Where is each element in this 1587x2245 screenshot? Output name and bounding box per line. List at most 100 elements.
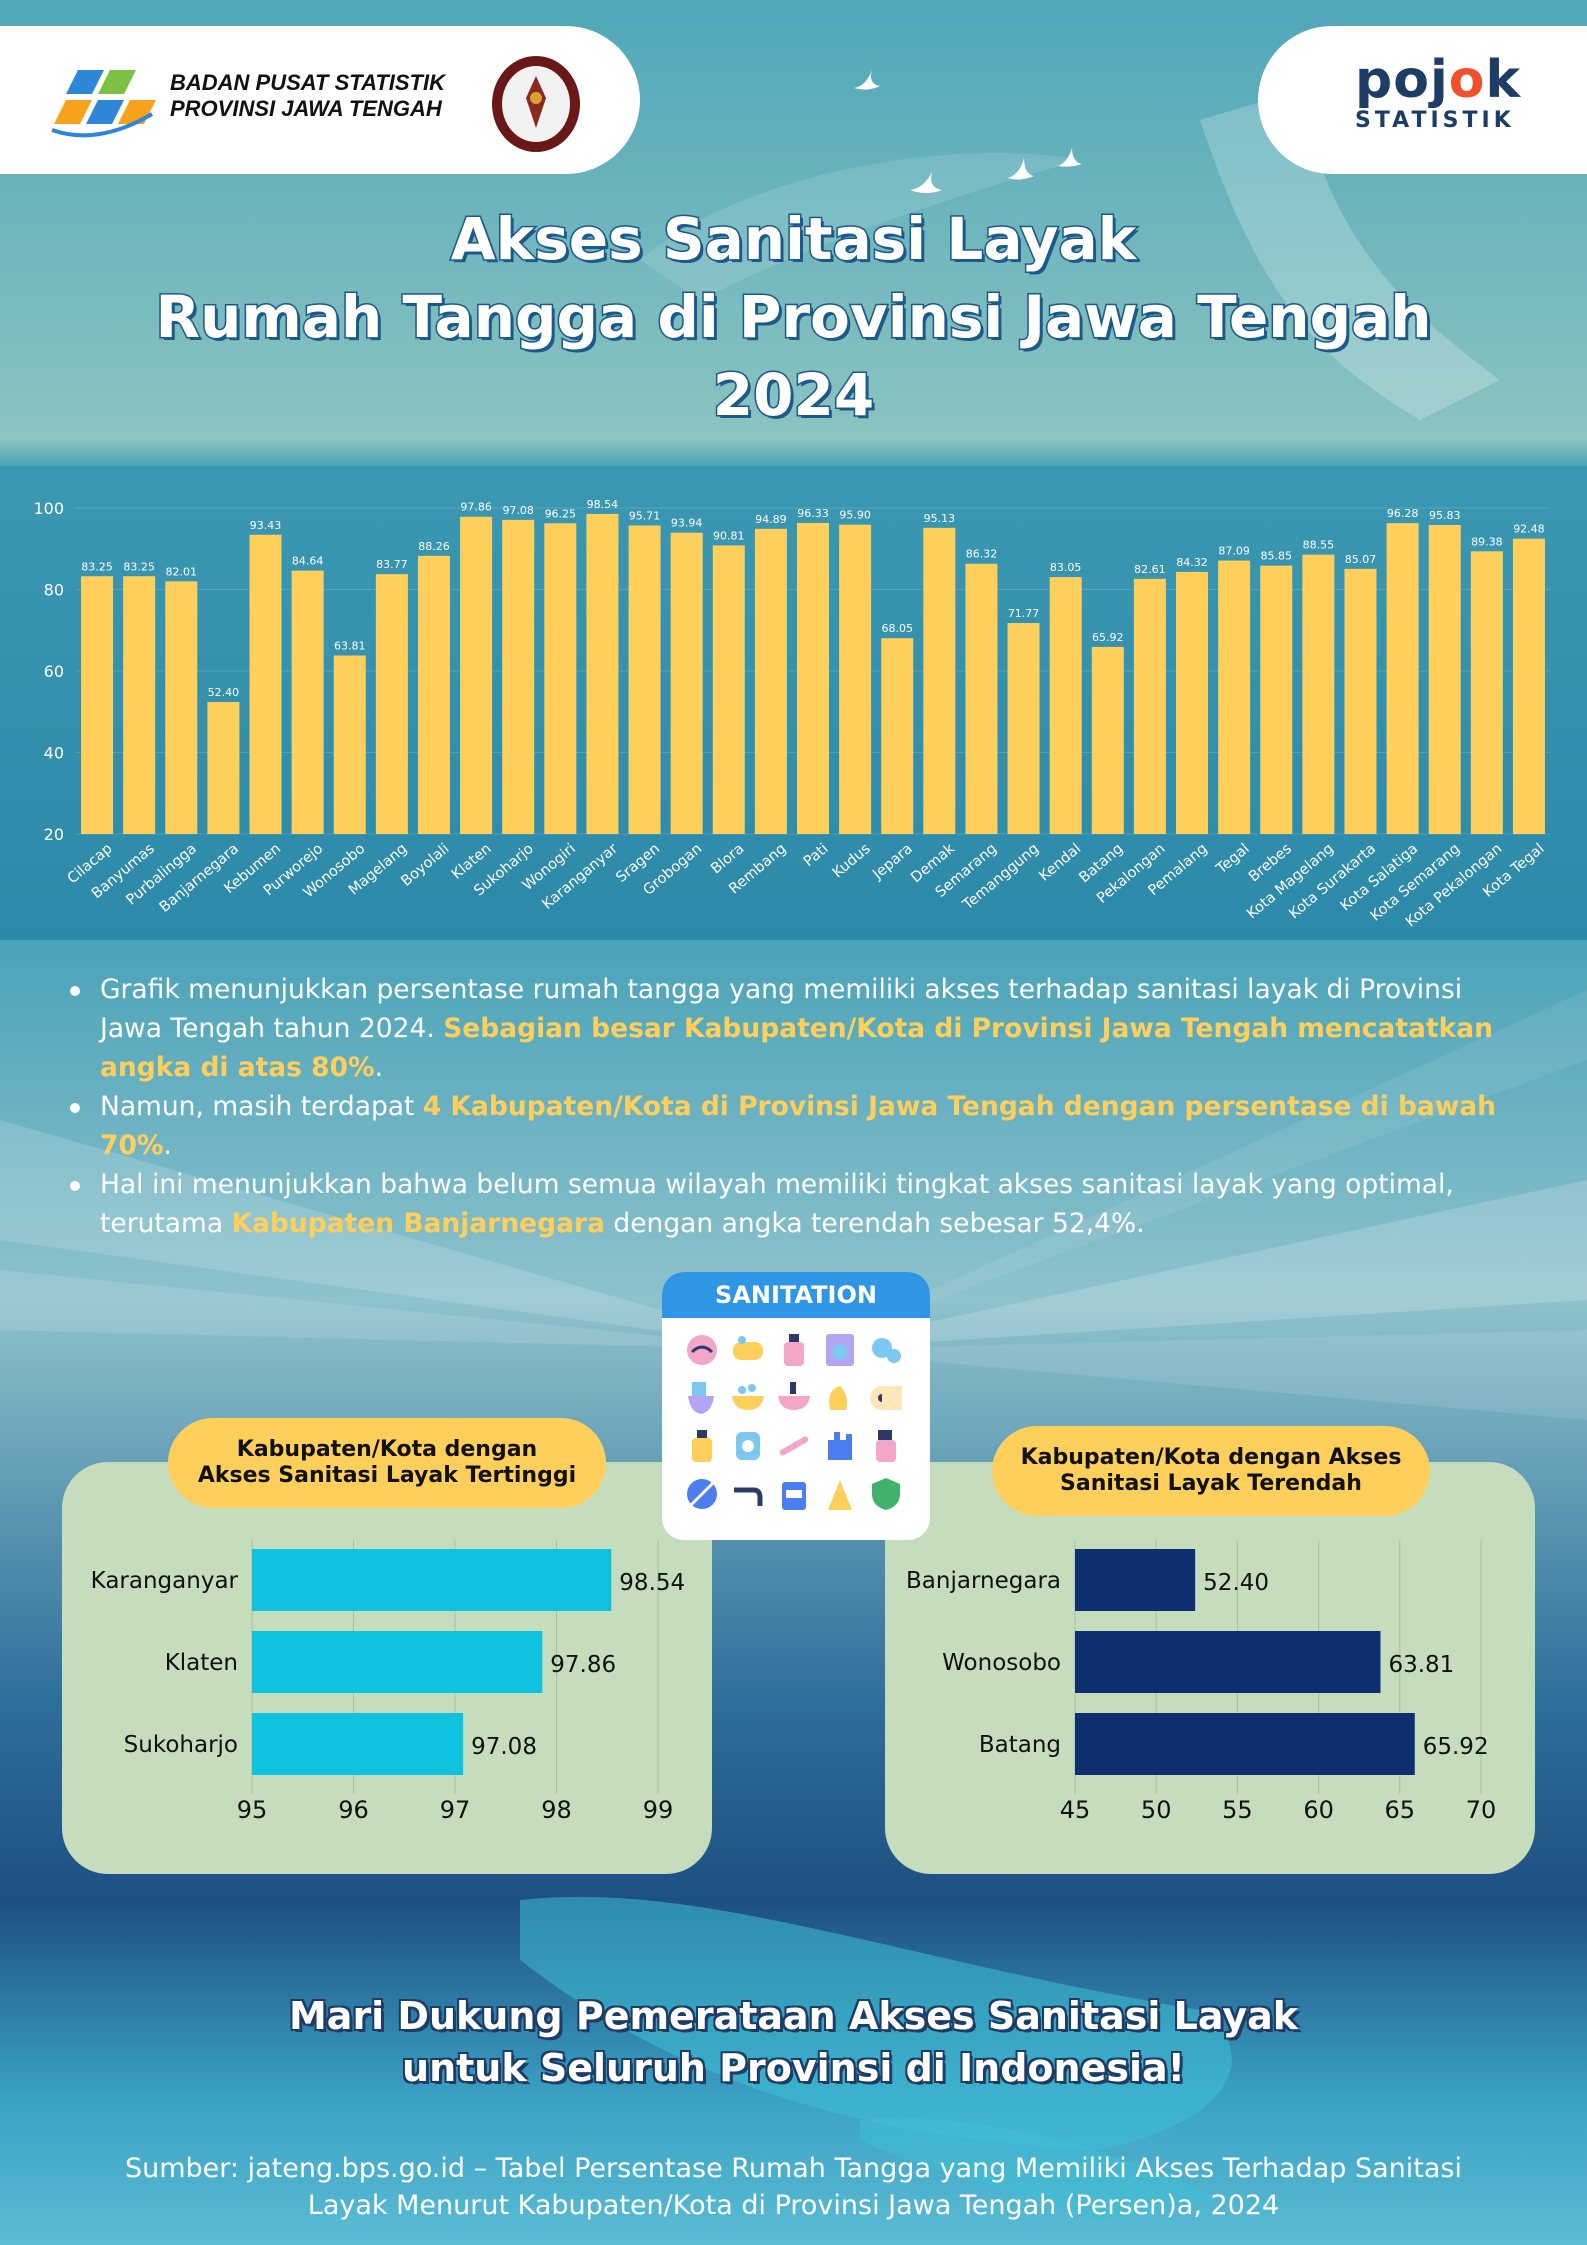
data-label: 95.90 bbox=[839, 509, 871, 522]
top-districts-pill: Kabupaten/Kota dengan Akses Sanitasi Lay… bbox=[168, 1418, 606, 1508]
data-label: 93.43 bbox=[250, 519, 282, 532]
lotion-bottle-icon bbox=[692, 1430, 712, 1462]
header-right-banner bbox=[1258, 26, 1587, 174]
y-tick-label: 20 bbox=[44, 825, 64, 844]
main-bar-chart: 2040608010083.25Cilacap83.25Banyumas82.0… bbox=[33, 498, 1550, 930]
bottom-pill-line1: Kabupaten/Kota dengan Akses bbox=[1020, 1445, 1402, 1470]
data-label: 86.32 bbox=[966, 548, 998, 561]
data-label: 89.38 bbox=[1471, 535, 1503, 548]
page-title: Akses Sanitasi Layak Rumah Tangga di Pro… bbox=[0, 200, 1587, 434]
bps-org-name: BADAN PUSAT STATISTIK PROVINSI JAWA TENG… bbox=[170, 70, 445, 122]
data-label: 83.77 bbox=[376, 558, 408, 571]
x-tick-label: Jepara bbox=[869, 841, 915, 884]
category-label: Batang bbox=[979, 1732, 1061, 1758]
bullet-2-tail: . bbox=[163, 1130, 172, 1161]
bullet-3: Hal ini menunjukkan bahwa belum semua wi… bbox=[70, 1165, 1530, 1243]
bar bbox=[881, 638, 914, 834]
x-tick-label: Kendal bbox=[1036, 841, 1084, 885]
sanitation-card: SANITATION bbox=[662, 1272, 930, 1540]
top-districts-chart: 95 96 97 98 99 Karanganyar 98.54 Klaten 97.86 Suk… bbox=[91, 1540, 685, 1824]
x-tick-label: 70 bbox=[1466, 1796, 1497, 1824]
toilet-paper-icon bbox=[870, 1386, 902, 1410]
bps-org-line2: PROVINSI JAWA TENGAH bbox=[170, 96, 442, 121]
category-label: Wonosobo bbox=[942, 1650, 1061, 1676]
x-tick-label: Karanganyar bbox=[540, 841, 621, 913]
bar bbox=[544, 523, 577, 834]
data-label: 93.94 bbox=[671, 517, 703, 530]
bar bbox=[1091, 646, 1124, 834]
bar bbox=[1512, 538, 1545, 834]
data-label: 88.55 bbox=[1303, 539, 1335, 552]
data-label: 97.08 bbox=[502, 504, 534, 517]
data-label: 97.08 bbox=[471, 1734, 537, 1760]
gloves-icon bbox=[828, 1432, 852, 1460]
bar bbox=[249, 534, 282, 834]
bullet-2-text: Namun, masih terdapat bbox=[100, 1091, 423, 1122]
y-tick-label: 100 bbox=[33, 499, 64, 518]
bar bbox=[1386, 523, 1419, 834]
bar bbox=[1428, 524, 1461, 834]
x-tick-label: 97 bbox=[440, 1796, 471, 1824]
bar bbox=[81, 576, 114, 834]
x-tick-label: 55 bbox=[1222, 1796, 1253, 1824]
bottom-pill-line2: Sanitasi Layak Terendah bbox=[1060, 1471, 1362, 1496]
source-note: Sumber: jateng.bps.go.id – Tabel Persent… bbox=[60, 2150, 1527, 2224]
data-label: 65.92 bbox=[1423, 1734, 1489, 1760]
bar bbox=[333, 655, 366, 834]
data-label: 83.25 bbox=[123, 560, 155, 573]
bar bbox=[1133, 578, 1166, 834]
cta-line2: untuk Seluruh Provinsi di Indonesia! bbox=[402, 2046, 1185, 2090]
bar bbox=[670, 532, 703, 834]
bar bbox=[375, 574, 408, 834]
toilet-icon bbox=[688, 1382, 714, 1414]
shield-icon bbox=[872, 1478, 900, 1510]
source-line1: Sumber: jateng.bps.go.id – Tabel Persent… bbox=[124, 2153, 1462, 2184]
data-label: 52.40 bbox=[208, 686, 240, 699]
bar bbox=[165, 581, 198, 834]
bird-icons bbox=[854, 70, 1082, 193]
data-label: 82.61 bbox=[1134, 563, 1166, 576]
data-label: 63.81 bbox=[1388, 1652, 1454, 1678]
bullet-2-highlight: 4 Kabupaten/Kota di Provinsi Jawa Tengah… bbox=[100, 1091, 1497, 1161]
sink-icon bbox=[778, 1382, 810, 1410]
category-label: Banjarnegara bbox=[906, 1568, 1061, 1594]
top-pill-line1: Kabupaten/Kota dengan bbox=[236, 1437, 538, 1462]
data-label: 96.28 bbox=[1387, 507, 1419, 520]
data-label: 88.26 bbox=[418, 540, 450, 553]
data-label: 98.54 bbox=[619, 1570, 685, 1596]
bar bbox=[628, 525, 661, 834]
title-line2: Rumah Tangga di Provinsi Jawa Tengah bbox=[154, 282, 1433, 353]
bullet-3-highlight: Kabupaten Banjarnegara bbox=[231, 1208, 605, 1239]
bar bbox=[796, 522, 830, 834]
sanitation-icons-grid bbox=[687, 1334, 902, 1510]
data-label: 94.89 bbox=[755, 513, 787, 526]
bar bbox=[586, 513, 619, 834]
data-label: 83.05 bbox=[1050, 561, 1082, 574]
bar bbox=[923, 527, 956, 834]
spray-bottle-icon bbox=[876, 1430, 896, 1462]
x-tick-label: 99 bbox=[643, 1796, 674, 1824]
bar bbox=[123, 576, 156, 834]
bullet-1-highlight: Sebagian besar Kabupaten/Kota di Provins… bbox=[100, 1013, 1493, 1083]
data-label: 95.83 bbox=[1429, 509, 1461, 522]
data-label: 84.64 bbox=[292, 555, 324, 568]
x-tick-label: Pati bbox=[801, 841, 832, 870]
bullet-3-tail: dengan angka terendah sebesar 52,4%. bbox=[604, 1208, 1145, 1239]
no-germs-icon bbox=[687, 1479, 717, 1509]
data-label: 65.92 bbox=[1092, 631, 1124, 644]
source-line2: Layak Menurut Kabupaten/Kota di Provinsi… bbox=[307, 2190, 1280, 2221]
data-label: 87.09 bbox=[1218, 545, 1250, 558]
bps-logo-icon bbox=[51, 70, 156, 138]
bar bbox=[1470, 551, 1503, 834]
data-label: 85.07 bbox=[1345, 553, 1377, 566]
handwash-icon bbox=[687, 1335, 717, 1365]
bar bbox=[252, 1549, 612, 1611]
data-label: 95.71 bbox=[629, 509, 661, 522]
category-label: Sukoharjo bbox=[124, 1732, 238, 1758]
x-tick-label: Temanggung bbox=[959, 841, 1042, 914]
bottom-districts-chart: 45 50 55 60 65 70 Banjarnegara 52.40 Wonosobo 63.… bbox=[906, 1540, 1497, 1824]
bullet-2: Namun, masih terdapat 4 Kabupaten/Kota d… bbox=[70, 1087, 1530, 1165]
soap-bar-icon bbox=[733, 1336, 763, 1360]
bar bbox=[1176, 571, 1209, 834]
